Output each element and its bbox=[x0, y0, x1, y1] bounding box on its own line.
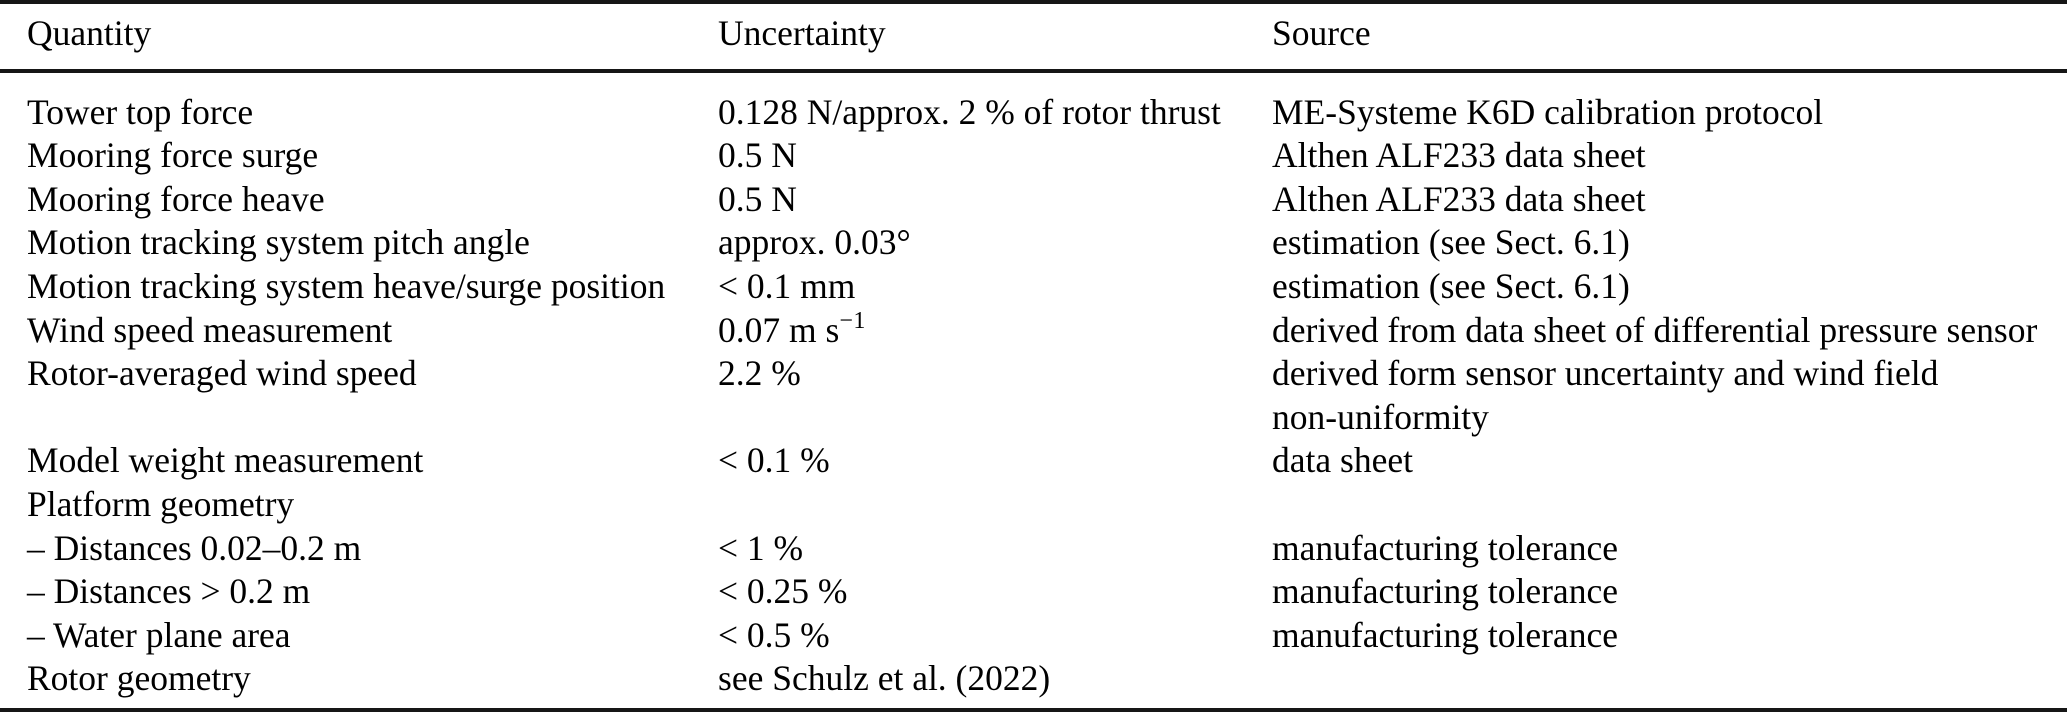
quantity-cell: Wind speed measurement bbox=[27, 309, 393, 350]
quantity-cell: – Distances 0.02–0.2 m bbox=[27, 527, 362, 568]
uncertainty-cell bbox=[718, 483, 1272, 527]
quantity-cell: Motion tracking system heave/surge posit… bbox=[27, 265, 666, 306]
table-row: – Distances 0.02–0.2 m < 1 % manufacturi… bbox=[0, 527, 2067, 571]
table-row: Platform geometry bbox=[0, 483, 2067, 527]
table-row: Motion tracking system pitch angle appro… bbox=[0, 221, 2067, 265]
source-cell: derived from data sheet of differential … bbox=[1272, 309, 2038, 350]
uncertainty-cell: 0.5 N bbox=[718, 135, 797, 176]
table-row: – Distances > 0.2 m < 0.25 % manufacturi… bbox=[0, 570, 2067, 614]
quantity-cell: Tower top force bbox=[27, 91, 254, 132]
table-row: Rotor geometry see Schulz et al. (2022) bbox=[0, 657, 2067, 710]
uncertainty-cell: < 0.1 % bbox=[718, 440, 830, 481]
uncertainty-cell: 0.07 m s−1 bbox=[718, 309, 1272, 353]
unit-exponent: −1 bbox=[839, 308, 866, 334]
quantity-cell: Platform geometry bbox=[27, 483, 295, 524]
header-row: Quantity Uncertainty Source bbox=[0, 2, 2067, 73]
quantity-cell: Rotor geometry bbox=[27, 658, 251, 699]
uncertainty-cell: 0.128 N/approx. 2 % of rotor thrust bbox=[718, 91, 1221, 132]
table-row: Wind speed measurement 0.07 m s−1 derive… bbox=[0, 309, 2067, 353]
uncertainty-cell: 0.5 N bbox=[718, 178, 797, 219]
source-cell: derived form sensor uncertainty and wind… bbox=[1272, 352, 2067, 439]
quantity-cell: Model weight measurement bbox=[27, 440, 424, 481]
uncertainty-cell: 2.2 % bbox=[718, 353, 801, 394]
source-cell bbox=[1272, 483, 2067, 527]
table-row: – Water plane area < 0.5 % manufacturing… bbox=[0, 614, 2067, 658]
source-cell: manufacturing tolerance bbox=[1272, 571, 1618, 612]
column-header-uncertainty: Uncertainty bbox=[718, 2, 1272, 73]
source-line-2: non-uniformity bbox=[1272, 396, 1489, 437]
uncertainty-cell: < 0.1 mm bbox=[718, 265, 856, 306]
table-row: Tower top force 0.128 N/approx. 2 % of r… bbox=[0, 71, 2067, 135]
uncertainty-cell: see Schulz et al. (2022) bbox=[718, 658, 1051, 699]
quantity-cell: Rotor-averaged wind speed bbox=[27, 353, 417, 394]
uncertainty-cell: < 1 % bbox=[718, 527, 804, 568]
source-cell: manufacturing tolerance bbox=[1272, 527, 1618, 568]
quantity-cell: Motion tracking system pitch angle bbox=[27, 222, 530, 263]
source-cell: ME-Systeme K6D calibration protocol bbox=[1272, 91, 1824, 132]
source-cell: estimation (see Sect. 6.1) bbox=[1272, 222, 1630, 263]
quantity-cell: – Water plane area bbox=[27, 614, 291, 655]
uncertainty-cell: < 0.25 % bbox=[718, 571, 848, 612]
source-line-1: derived form sensor uncertainty and wind… bbox=[1272, 353, 1939, 394]
table-row: Motion tracking system heave/surge posit… bbox=[0, 265, 2067, 309]
quantity-cell: Mooring force heave bbox=[27, 178, 325, 219]
column-header-quantity: Quantity bbox=[0, 2, 718, 73]
table-row: Model weight measurement < 0.1 % data sh… bbox=[0, 439, 2067, 483]
source-cell: Althen ALF233 data sheet bbox=[1272, 135, 1646, 176]
quantity-cell: – Distances > 0.2 m bbox=[27, 571, 311, 612]
source-cell: manufacturing tolerance bbox=[1272, 614, 1618, 655]
source-cell bbox=[1272, 657, 2067, 710]
source-cell: estimation (see Sect. 6.1) bbox=[1272, 265, 1630, 306]
source-cell: data sheet bbox=[1272, 440, 1413, 481]
uncertainty-cell: < 0.5 % bbox=[718, 614, 830, 655]
table-row: Rotor-averaged wind speed 2.2 % derived … bbox=[0, 352, 2067, 439]
source-cell: Althen ALF233 data sheet bbox=[1272, 178, 1646, 219]
column-header-source: Source bbox=[1272, 2, 2067, 73]
uncertainty-cell: approx. 0.03° bbox=[718, 222, 911, 263]
quantity-cell: Mooring force surge bbox=[27, 135, 319, 176]
uncertainty-value: 0.07 m s bbox=[718, 309, 840, 350]
table-row: Mooring force surge 0.5 N Althen ALF233 … bbox=[0, 134, 2067, 178]
table-row: Mooring force heave 0.5 N Althen ALF233 … bbox=[0, 178, 2067, 222]
